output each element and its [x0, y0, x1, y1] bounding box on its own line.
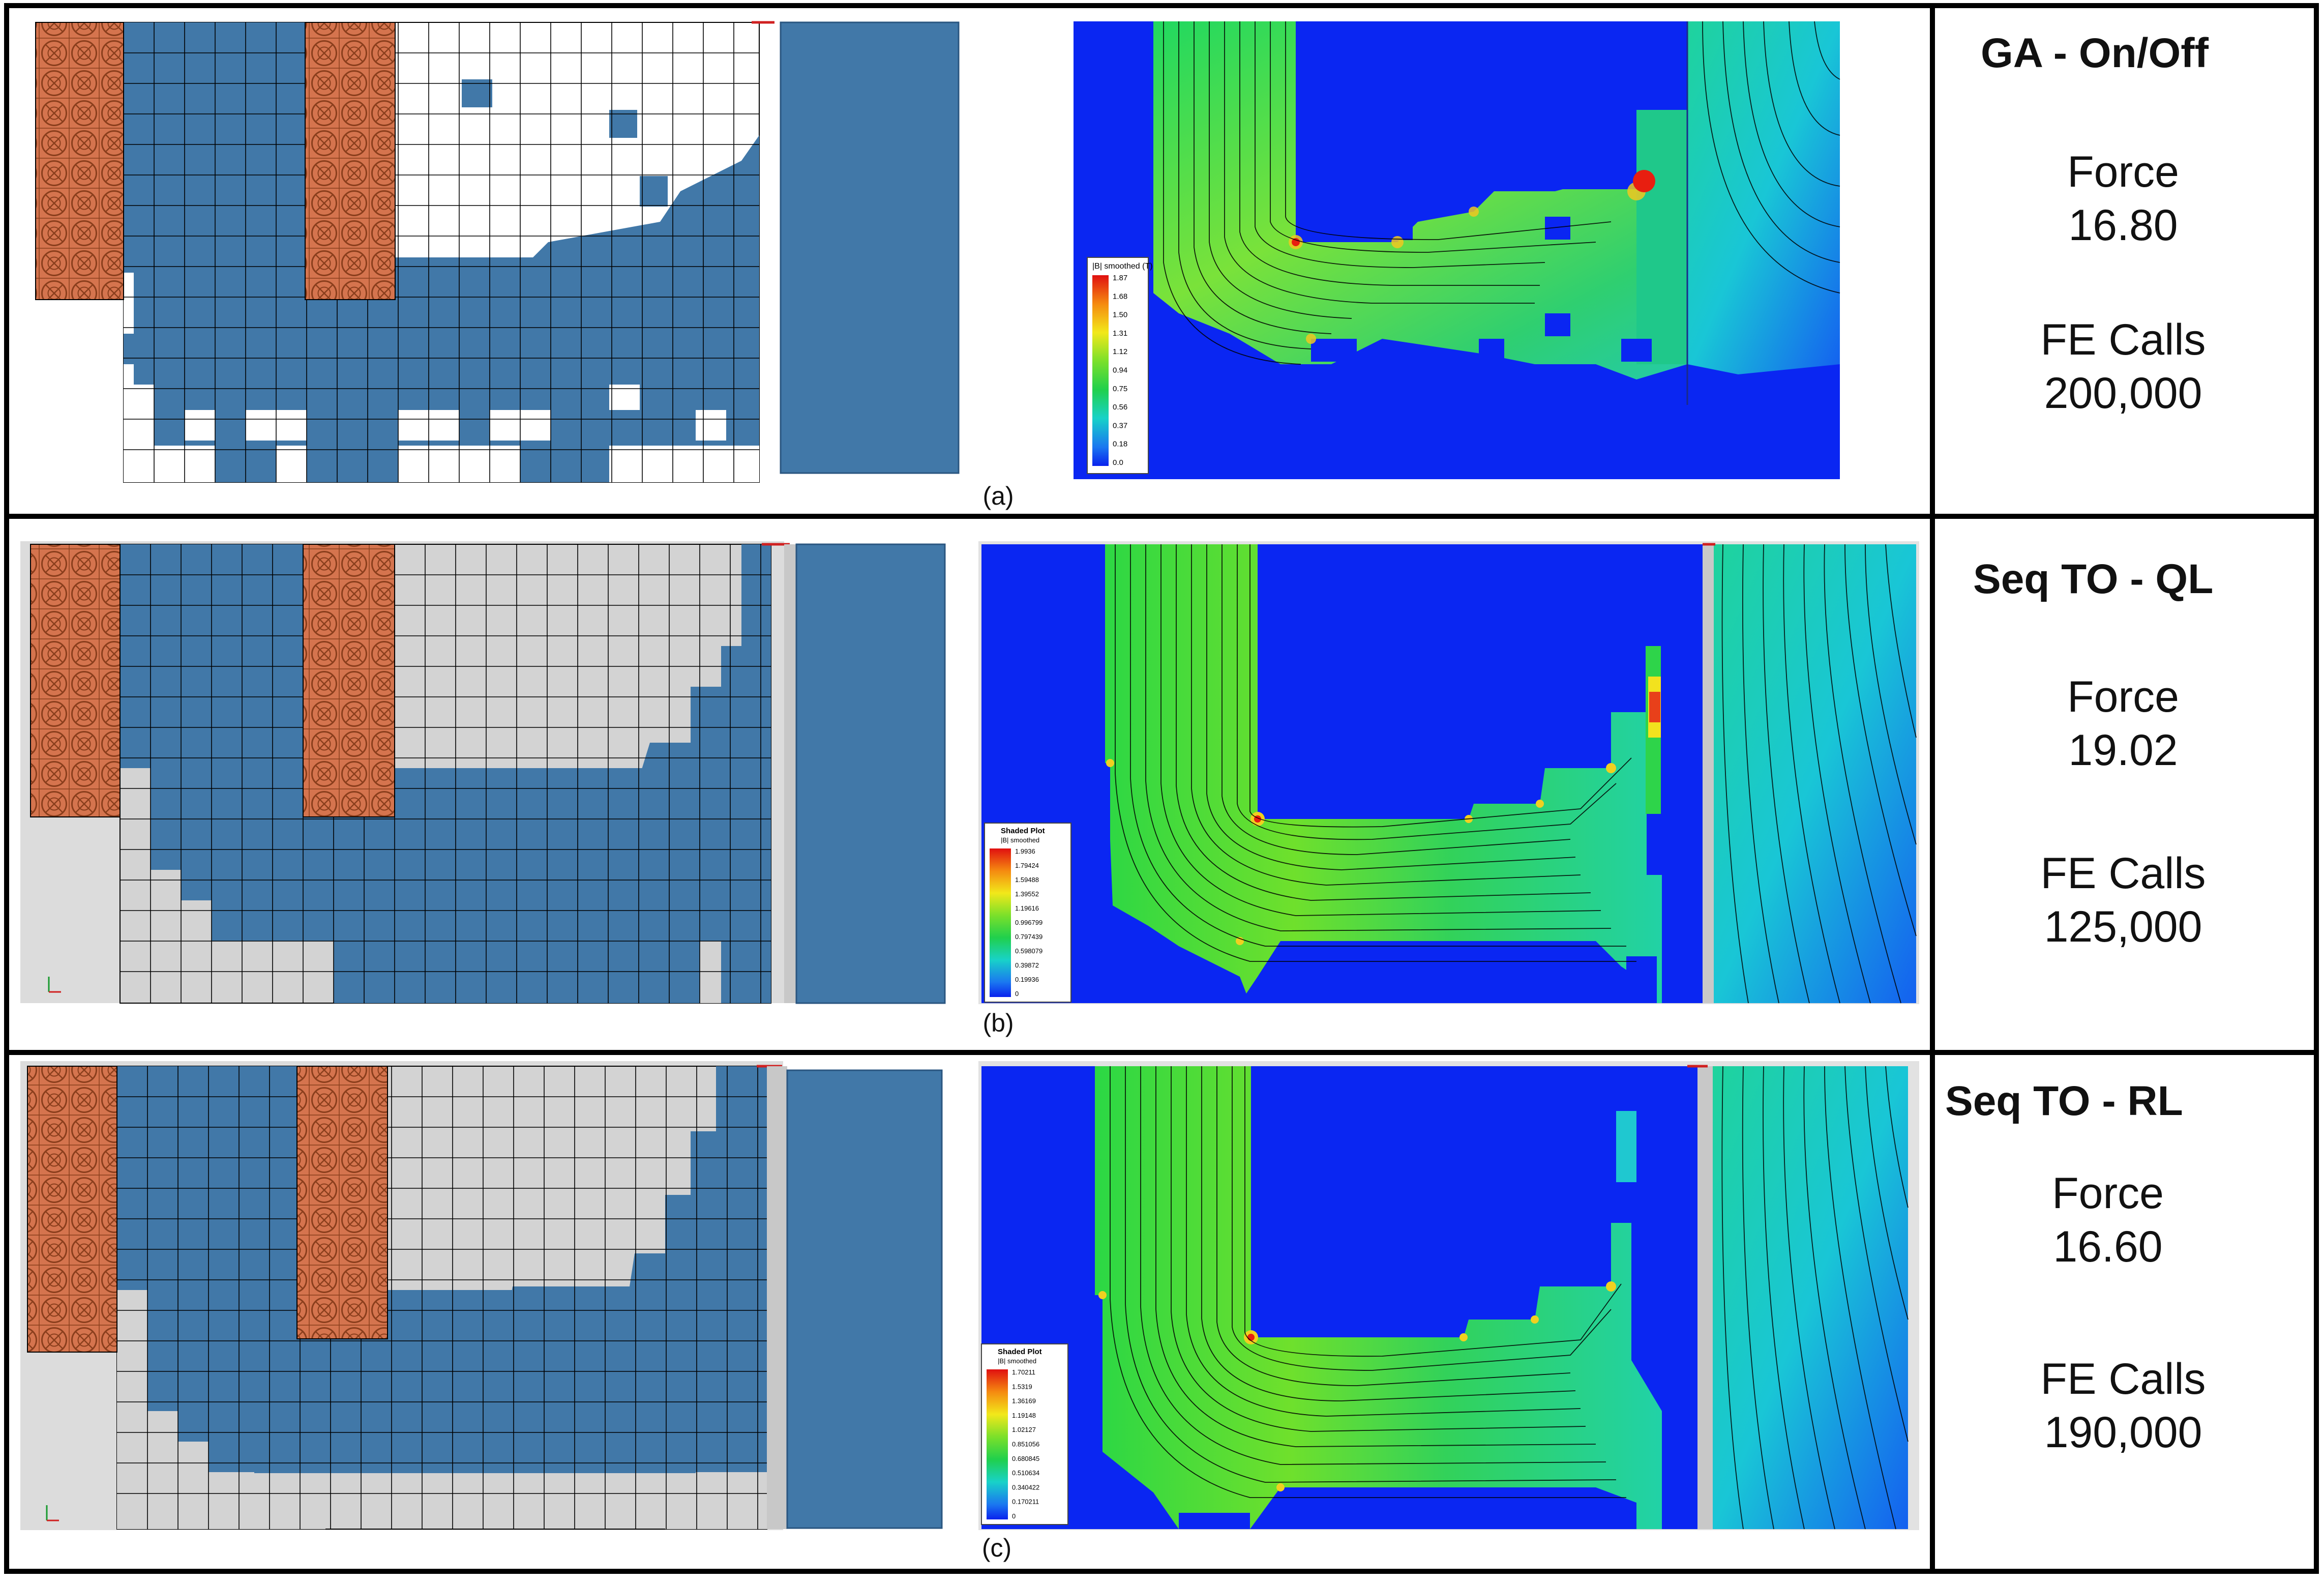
legend-subtitle: |B| smoothed [998, 1357, 1036, 1365]
legend-title: Shaded Plot [998, 1347, 1042, 1356]
legend-tick-label: 0.340422 [1012, 1483, 1039, 1491]
legend-tick-label: 0.18 [1113, 440, 1127, 449]
row-a: |B| smoothed (T) 1.87 1.68 1.50 1.31 1.12 0.9… [9, 8, 1930, 514]
coil-cross-icon [296, 1066, 388, 1339]
force-block: Force 19.02 [2021, 670, 2225, 777]
topology-grid-a [35, 21, 960, 483]
topology-grid-c [20, 1061, 943, 1530]
fe-calls-value: 125,000 [2044, 902, 2202, 951]
armature-block-a [780, 21, 960, 474]
legend-tick-label: 0.510634 [1012, 1469, 1039, 1477]
topology-grid-b [20, 541, 946, 1004]
force-label: Force [2067, 148, 2179, 196]
legend-tick-label: 1.12 [1113, 347, 1127, 356]
caption-b: (b) [982, 1009, 1014, 1037]
force-block: Force 16.80 [2021, 145, 2225, 252]
method-label: Seq TO - RL [1945, 1078, 2183, 1124]
force-value: 16.60 [2053, 1222, 2163, 1271]
armature-block-b [795, 543, 946, 1004]
armature-block-c [786, 1069, 943, 1529]
legend-tick-label: 1.02127 [1012, 1426, 1036, 1433]
fe-calls-label: FE Calls [2040, 1355, 2206, 1403]
row-b: Shaded Plot |B| smoothed 1.9936 1.79424 1.… [9, 519, 1930, 1050]
calls-block: FE Calls 125,000 [2021, 847, 2225, 954]
field-plot-b: Shaded Plot |B| smoothed 1.9936 1.79424 1.… [978, 541, 1919, 1004]
force-label: Force [2052, 1169, 2164, 1218]
fe-calls-value: 200,000 [2044, 368, 2202, 418]
legend-tick-label: 1.19616 [1015, 904, 1039, 912]
coil-cross-icon [30, 544, 121, 817]
legend-tick-label: 1.59488 [1015, 876, 1039, 884]
legend-tick-label: 1.19148 [1012, 1412, 1036, 1419]
legend-tick-label: 1.70211 [1012, 1368, 1035, 1376]
force-block: Force 16.60 [2006, 1167, 2210, 1274]
calls-block: FE Calls 200,000 [2021, 313, 2225, 420]
legend-tick-label: 0.170211 [1012, 1498, 1039, 1506]
legend-tick-label: 0.0 [1113, 458, 1123, 467]
legend-tick-label: 0.680845 [1012, 1455, 1039, 1462]
legend-tick-label: 1.39552 [1015, 890, 1039, 898]
legend-tick-label: 0 [1012, 1512, 1016, 1520]
legend-title: Shaded Plot [1001, 827, 1045, 835]
legend-tick-label: 0.37 [1113, 421, 1127, 430]
axis-triad-icon [46, 1505, 59, 1521]
legend-b: Shaded Plot |B| smoothed 1.9936 1.79424 1.… [984, 823, 1071, 1003]
info-a: GA - On/Off Force 16.80 FE Calls 200,000 [1935, 8, 2314, 514]
fe-calls-label: FE Calls [2040, 315, 2206, 364]
force-value: 19.02 [2068, 725, 2178, 775]
legend-tick-label: 0.94 [1113, 366, 1127, 375]
legend-tick-label: 1.36169 [1012, 1397, 1036, 1405]
force-value: 16.80 [2068, 200, 2178, 250]
figure-c: Shaded Plot |B| smoothed 1.70211 1.5319 1.… [20, 1061, 1919, 1530]
legend-tick-label: 0.996799 [1015, 919, 1042, 926]
field-plot-c: Shaded Plot |B| smoothed 1.70211 1.5319 1.… [978, 1061, 1919, 1530]
coil-cross-icon [303, 544, 395, 817]
field-plot-a: |B| smoothed (T) 1.87 1.68 1.50 1.31 1.12 0.9… [1074, 21, 1840, 479]
legend-tick-label: 0.598079 [1015, 947, 1042, 955]
legend-subtitle: |B| smoothed [1001, 836, 1039, 844]
legend-tick-label: 1.31 [1113, 329, 1127, 338]
row-c: Shaded Plot |B| smoothed 1.70211 1.5319 1.… [9, 1055, 1930, 1569]
coil-cross-icon [35, 22, 124, 300]
coil-cross-icon [27, 1066, 117, 1353]
legend-tick-label: 0.39872 [1015, 961, 1039, 969]
legend-tick-label: 1.9936 [1015, 847, 1035, 855]
figure-a: |B| smoothed (T) 1.87 1.68 1.50 1.31 1.12 0.9… [35, 21, 1840, 483]
column-divider [1930, 3, 1935, 1574]
axis-triad-icon [48, 977, 61, 993]
info-c: Seq TO - RL Force 16.60 FE Calls 190,000 [1935, 1055, 2314, 1569]
legend-tick-label: 0.797439 [1015, 933, 1042, 941]
legend-a: |B| smoothed (T) 1.87 1.68 1.50 1.31 1.12 0.9… [1087, 257, 1153, 474]
legend-tick-label: 0.56 [1113, 403, 1127, 412]
legend-tick-label: 0 [1015, 990, 1019, 998]
legend-tick-label: 1.79424 [1015, 862, 1039, 869]
coil-cross-icon [305, 22, 396, 300]
caption-c: (c) [981, 1534, 1012, 1562]
legend-tick-label: 1.5319 [1012, 1383, 1032, 1390]
caption-a: (a) [982, 482, 1014, 510]
legend-title: |B| smoothed (T) [1092, 262, 1153, 271]
legend-c: Shaded Plot |B| smoothed 1.70211 1.5319 1.… [981, 1343, 1068, 1525]
figure-b: Shaded Plot |B| smoothed 1.9936 1.79424 1.… [20, 541, 1919, 1004]
fe-calls-value: 190,000 [2044, 1408, 2202, 1457]
calls-block: FE Calls 190,000 [2021, 1353, 2225, 1459]
figure-frame [4, 3, 2319, 1574]
legend-tick-label: 1.50 [1113, 311, 1127, 319]
method-label: GA - On/Off [1981, 30, 2209, 76]
legend-tick-label: 0.851056 [1012, 1441, 1039, 1448]
fe-calls-label: FE Calls [2040, 849, 2206, 898]
legend-tick-label: 1.68 [1113, 292, 1127, 301]
info-b: Seq TO - QL Force 19.02 FE Calls 125,000 [1935, 519, 2314, 1050]
row-divider [4, 1050, 2319, 1055]
legend-tick-label: 0.75 [1113, 385, 1127, 393]
row-divider [4, 514, 2319, 519]
method-label: Seq TO - QL [1973, 556, 2214, 602]
legend-tick-label: 1.87 [1113, 274, 1127, 282]
force-label: Force [2067, 672, 2179, 721]
legend-tick-label: 0.19936 [1015, 976, 1039, 983]
